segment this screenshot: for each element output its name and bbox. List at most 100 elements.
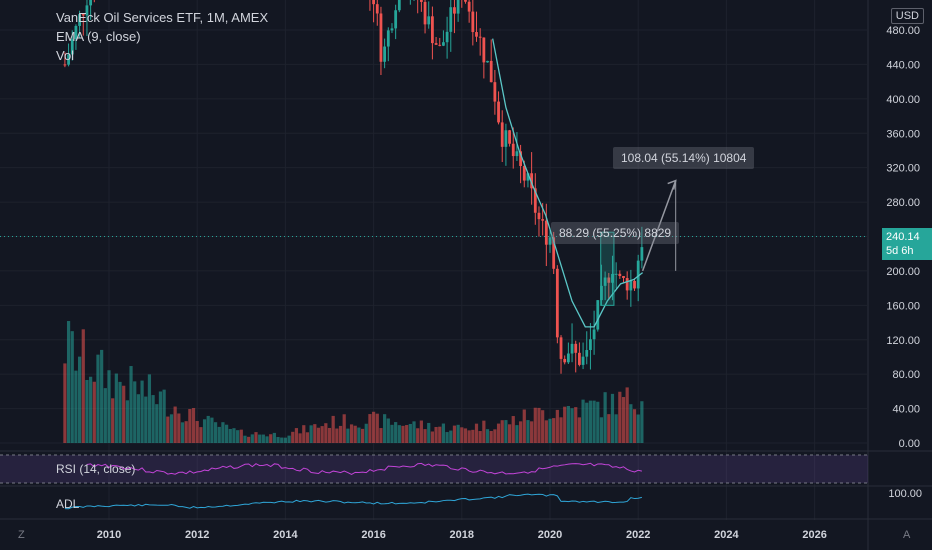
volume-legend-label[interactable]: Vol bbox=[56, 48, 75, 63]
measure-callout-1[interactable]: 88.29 (55.25%) 8829 bbox=[551, 222, 680, 244]
volume-bar bbox=[581, 399, 585, 443]
candle-body bbox=[431, 16, 434, 44]
volume-bar bbox=[482, 420, 486, 443]
volume-bar bbox=[349, 424, 354, 443]
volume-bar bbox=[81, 329, 85, 443]
currency-button[interactable]: USD bbox=[890, 8, 924, 24]
x-tick-label: 2016 bbox=[361, 529, 385, 541]
ema-legend-label[interactable]: EMA (9, close) bbox=[56, 29, 141, 44]
volume-bar bbox=[599, 417, 604, 443]
volume-bar bbox=[103, 388, 107, 443]
volume-bar bbox=[555, 409, 559, 443]
volume-bar bbox=[427, 422, 431, 443]
bar-countdown: 5d 6h bbox=[886, 245, 914, 257]
candle-body bbox=[379, 13, 383, 62]
volume-bar bbox=[177, 413, 181, 443]
candle-body bbox=[559, 337, 563, 359]
volume-bar bbox=[125, 400, 129, 443]
volume-bar bbox=[552, 418, 556, 443]
y-tick-label: 440.00 bbox=[886, 59, 920, 71]
auto-scale-icon[interactable]: A bbox=[903, 529, 911, 541]
candle-body bbox=[508, 130, 511, 144]
volume-bar bbox=[298, 433, 302, 443]
volume-bar bbox=[147, 374, 152, 443]
candle-body bbox=[625, 278, 629, 291]
candle-body bbox=[603, 277, 607, 286]
volume-bar bbox=[504, 420, 508, 443]
volume-bar bbox=[430, 431, 434, 443]
volume-bar bbox=[588, 400, 593, 443]
volume-bar bbox=[397, 425, 401, 443]
candle-body bbox=[607, 277, 611, 283]
volume-bar bbox=[188, 408, 192, 443]
volume-bar bbox=[383, 414, 387, 443]
price-axis: 480.00 440.00 400.00 360.00 320.00 280.00 240.… bbox=[886, 25, 920, 450]
candle-body bbox=[515, 151, 519, 157]
candle-body bbox=[375, 4, 379, 14]
volume-bar bbox=[217, 426, 221, 443]
price-candles bbox=[63, 0, 644, 374]
volume-bar bbox=[313, 424, 317, 443]
candle-body bbox=[596, 300, 600, 330]
symbol-title[interactable]: VanEck Oil Services ETF, 1M, AMEX bbox=[56, 10, 269, 25]
volume-bar bbox=[291, 431, 295, 443]
volume-bar bbox=[118, 381, 122, 443]
volume-bar bbox=[346, 428, 350, 443]
candle-body bbox=[522, 166, 526, 181]
volume-bar bbox=[394, 422, 398, 443]
volume-bar bbox=[625, 387, 629, 443]
y-tick-label: 280.00 bbox=[886, 197, 920, 209]
candle-body bbox=[442, 42, 445, 46]
volume-bar bbox=[485, 429, 490, 443]
volume-bar bbox=[129, 366, 133, 443]
volume-bar bbox=[114, 373, 118, 443]
candle-body bbox=[81, 14, 85, 16]
candle-body bbox=[589, 339, 592, 351]
volume-bar bbox=[151, 395, 155, 443]
volume-bar bbox=[92, 381, 96, 443]
candle-body bbox=[456, 0, 460, 14]
candle-body bbox=[390, 28, 394, 31]
volume-bar bbox=[449, 430, 453, 443]
candle-body bbox=[497, 101, 500, 123]
volume-bar bbox=[408, 423, 412, 443]
volume-bar bbox=[419, 420, 423, 443]
volume-bar bbox=[236, 430, 240, 443]
timezone-icon[interactable]: Z bbox=[18, 529, 25, 541]
rsi-pane bbox=[0, 450, 932, 484]
candle-body bbox=[585, 350, 589, 357]
rsi-band bbox=[0, 455, 868, 483]
volume-bar bbox=[243, 435, 247, 443]
volume-bar bbox=[401, 425, 405, 443]
volume-bar bbox=[155, 404, 159, 443]
volume-bar bbox=[434, 426, 438, 443]
candle-body bbox=[563, 358, 567, 363]
candle-body bbox=[493, 82, 497, 102]
volume-bar bbox=[66, 321, 71, 443]
candle-body bbox=[394, 10, 398, 29]
adl-label[interactable]: ADL bbox=[56, 497, 80, 511]
volume-bar bbox=[265, 436, 269, 443]
candle-body bbox=[566, 353, 570, 363]
volume-bar bbox=[280, 437, 284, 443]
candle-body bbox=[552, 237, 556, 269]
volume-bar bbox=[526, 420, 530, 443]
candle-body bbox=[397, 0, 401, 11]
measure-callout-2[interactable]: 108.04 (55.14%) 10804 bbox=[613, 147, 755, 169]
candle-body bbox=[63, 64, 67, 66]
candle-body bbox=[633, 280, 636, 289]
candle-body bbox=[486, 60, 489, 63]
volume-bar bbox=[460, 427, 464, 443]
volume-bar bbox=[85, 379, 89, 443]
volume-bar bbox=[496, 423, 501, 443]
candle-body bbox=[526, 173, 530, 181]
candle-body bbox=[438, 44, 442, 46]
candle-body bbox=[85, 5, 89, 16]
x-tick-label: 2012 bbox=[185, 529, 209, 541]
candle-body bbox=[453, 7, 456, 14]
volume-bar bbox=[610, 393, 615, 443]
volume-bar bbox=[636, 414, 640, 443]
rsi-label[interactable]: RSI (14, close) bbox=[56, 462, 136, 476]
candle-body bbox=[449, 7, 453, 32]
